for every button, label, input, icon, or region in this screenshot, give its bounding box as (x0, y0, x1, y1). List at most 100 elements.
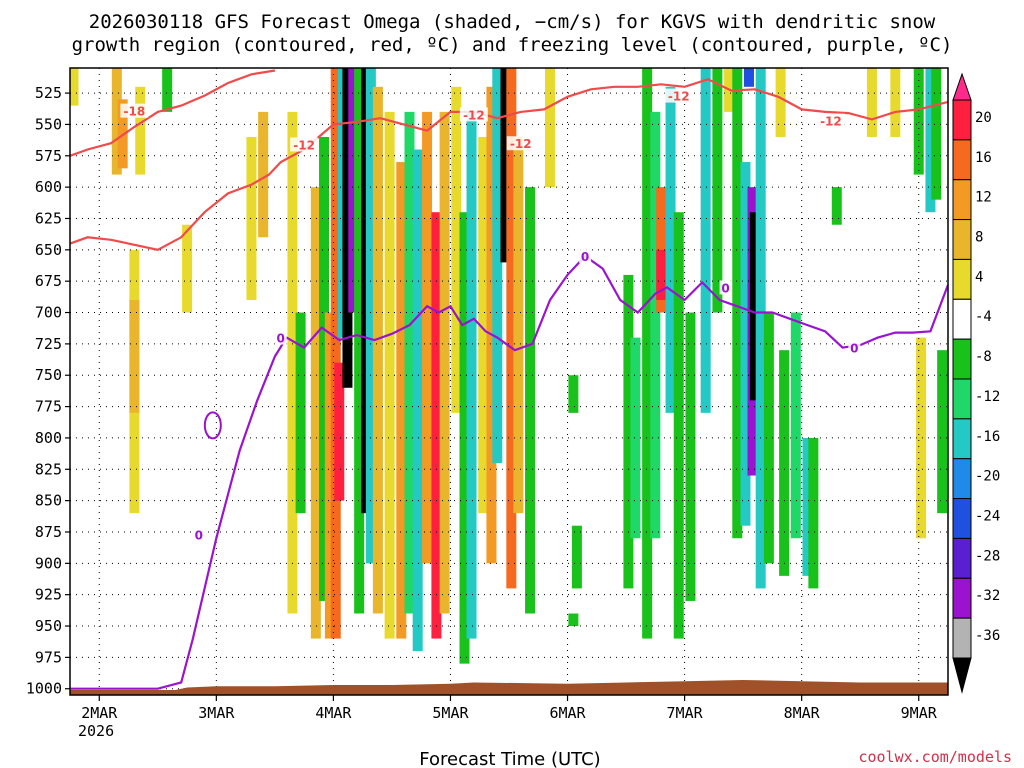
contour-label-text: -12 (463, 108, 485, 122)
omega-cell (712, 68, 723, 313)
x-tick-label: 8MAR (784, 704, 821, 722)
colorbar-label: -32 (975, 588, 1000, 604)
contour-label-bg (664, 88, 693, 103)
contour-label-bg (192, 527, 205, 542)
colorbar-segment (952, 219, 972, 260)
y-tick-label: 750 (35, 366, 62, 384)
omega-cell (342, 68, 353, 388)
contour-label: 0 (719, 280, 732, 295)
y-tick-label: 875 (35, 523, 62, 541)
y-tick-label: 1000 (26, 680, 62, 698)
contour-label: -12 (816, 113, 845, 129)
y-tick-label: 925 (35, 586, 62, 604)
terrain-area (70, 680, 948, 695)
omega-cell (431, 212, 442, 639)
contour-label: -18 (120, 103, 149, 119)
y-tick-label: 650 (35, 241, 62, 259)
contour-label-bg (848, 340, 861, 355)
x-tick-label: 7MAR (667, 704, 704, 722)
omega-cell (931, 68, 942, 200)
colorbar-label: -4 (975, 309, 992, 325)
omega-cell (439, 111, 450, 614)
omega-cell (451, 86, 462, 413)
colorbar-label: -20 (975, 469, 1000, 485)
contour-label-text: 0 (850, 342, 858, 356)
colorbar-label: -24 (975, 508, 1000, 524)
omega-cell (790, 312, 801, 539)
omega-cell (673, 212, 684, 639)
colorbar-segment (952, 617, 972, 659)
y-tick-label: 775 (35, 398, 62, 416)
colorbar-segment (952, 258, 972, 300)
contour-label-bg (719, 280, 732, 295)
omega-cell (459, 212, 470, 664)
y-tick-label: 525 (35, 84, 62, 102)
omega-cell (755, 68, 766, 589)
x-tick-label: 9MAR (901, 704, 938, 722)
omega-cell (135, 86, 146, 175)
omega-cell (486, 86, 497, 564)
contour-label: 0 (579, 249, 592, 264)
x-tick-label: 6MAR (549, 704, 586, 722)
contour-label: 0 (274, 330, 287, 346)
omega-cell (743, 68, 754, 87)
x-axis-title: Forecast Time (UTC) (419, 749, 600, 768)
y-tick-label: 625 (35, 209, 62, 227)
y-tick-label: 825 (35, 460, 62, 478)
colorbar-segment (952, 537, 972, 579)
contour-label-bg (816, 113, 845, 128)
freezing-level-loop (203, 411, 222, 440)
omega-cell (650, 111, 661, 539)
omega-cell (422, 111, 433, 564)
omega-cell (544, 68, 555, 188)
contour-label-text: -12 (820, 115, 842, 129)
colorbar-segment (952, 179, 972, 221)
colorbar-label: -12 (975, 389, 1000, 405)
colorbar-top-arrow (952, 72, 972, 101)
omega-cell (466, 111, 477, 639)
contour-label-bg (506, 136, 535, 151)
freezing-level-contour (70, 254, 948, 690)
x-tick-label: 4MAR (315, 704, 352, 722)
colorbar-segment (952, 139, 972, 181)
omega-cell (913, 68, 924, 175)
y-tick-label: 725 (35, 335, 62, 353)
contour-label-text: -12 (668, 90, 690, 104)
colorbar: 20 16 12 8 4 -4 -8 -12 -16 -20 -24 -28 -32 -36 (952, 72, 1000, 694)
contour-label: 0 (848, 340, 861, 356)
contour-label-text: 0 (721, 281, 729, 295)
colorbar-segment (952, 418, 972, 460)
colorbar-label: 12 (975, 190, 992, 206)
omega-cell (324, 312, 335, 639)
chart-title-line-2: growth region (contoured, red, ºC) and f… (72, 34, 953, 56)
chart-title-line-1: 2026030118 GFS Forecast Omega (shaded, −… (89, 11, 936, 33)
contour-label-text: 0 (195, 528, 203, 542)
omega-cell (246, 136, 257, 300)
omega-cell (396, 162, 407, 639)
omega-cell (372, 86, 383, 614)
omega-cell (763, 312, 774, 564)
omega-cell (412, 149, 423, 652)
x-axis: 2MAR 3MAR 4MAR 5MAR 6MAR 7MAR 8MAR 9MAR (81, 695, 938, 722)
omega-cell (365, 68, 376, 564)
colorbar-label: -16 (975, 429, 1000, 445)
y-tick-label: 950 (35, 617, 62, 635)
colorbar-label: 4 (975, 269, 983, 285)
chart-title: 2026030118 GFS Forecast Omega (shaded, −… (72, 11, 953, 56)
omega-cell (700, 68, 711, 413)
contours: -18 -12 -12 -12 -12 -12 0 0 0 0 0 (70, 69, 948, 690)
omega-cell (571, 525, 582, 589)
omega-cell (890, 68, 901, 137)
omega-cell (384, 111, 395, 639)
y-tick-label: 550 (35, 115, 62, 133)
omega-cell (937, 350, 948, 514)
omega-cell (568, 613, 579, 627)
colorbar-segment (952, 338, 972, 380)
omega-cell (866, 68, 877, 137)
omega-cell (808, 437, 819, 589)
contour-label-bg (290, 137, 319, 152)
omega-cell (749, 212, 760, 401)
colorbar-bottom-arrow (952, 657, 972, 694)
omega-cell (642, 68, 653, 639)
